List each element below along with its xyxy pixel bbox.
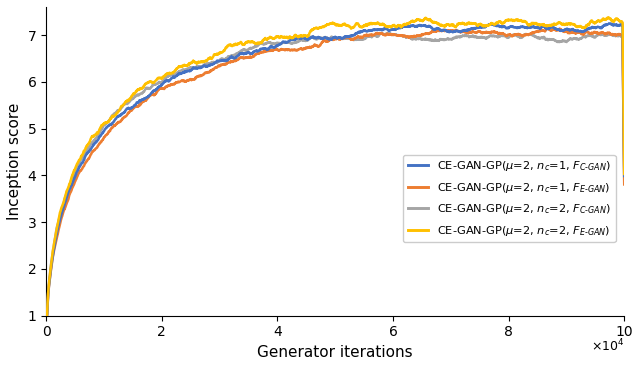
Y-axis label: Inception score: Inception score [7,103,22,220]
Text: $\times10^4$: $\times10^4$ [591,337,624,354]
Legend: CE-GAN-GP($\mu$=2, $n_c$=1, $F_{C\text{-}GAN}$), CE-GAN-GP($\mu$=2, $n_c$=1, $F_: CE-GAN-GP($\mu$=2, $n_c$=1, $F_{C\text{-… [403,155,616,242]
X-axis label: Generator iterations: Generator iterations [257,345,413,360]
